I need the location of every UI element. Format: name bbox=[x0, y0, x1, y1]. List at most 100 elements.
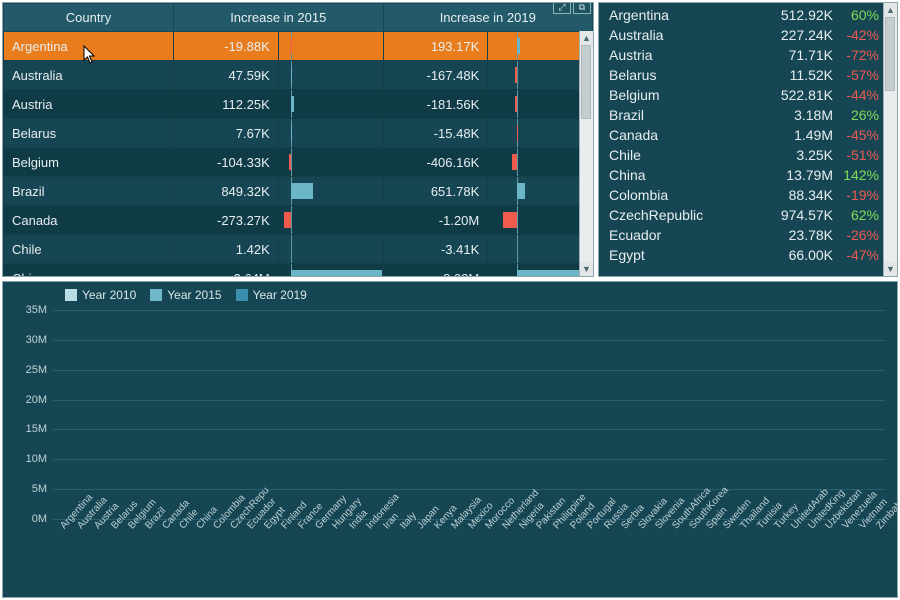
list-item-name: Austria bbox=[609, 47, 761, 63]
list-item-value: 974.57K bbox=[761, 207, 833, 223]
table-row[interactable]: Brazil849.32K651.78K bbox=[4, 177, 593, 206]
list-item-value: 13.79M bbox=[761, 167, 833, 183]
list-item-pct: 26% bbox=[833, 107, 879, 123]
list-item[interactable]: Egypt66.00K-47%↓ bbox=[609, 245, 893, 265]
list-item-name: Colombia bbox=[609, 187, 761, 203]
list-item[interactable]: Belgium522.81K-44%↓ bbox=[609, 85, 893, 105]
list-item-pct: -47% bbox=[833, 247, 879, 263]
list-item-pct: -19% bbox=[833, 187, 879, 203]
expand-icon[interactable]: ⤢ bbox=[553, 2, 571, 14]
list-item[interactable]: Belarus11.52K-57%↓ bbox=[609, 65, 893, 85]
list-item-name: Chile bbox=[609, 147, 761, 163]
scroll-down-icon[interactable]: ▼ bbox=[884, 262, 897, 276]
table-row[interactable]: Belgium-104.33K-406.16K bbox=[4, 148, 593, 177]
scrollbar-thumb[interactable] bbox=[885, 17, 895, 91]
table-header[interactable]: Increase in 2015 bbox=[174, 4, 384, 32]
chart-y-tick-label: 30M bbox=[26, 334, 53, 346]
chart-gridline bbox=[53, 310, 885, 311]
table-panel: ⤢ ⧉ CountryIncrease in 2015Increase in 2… bbox=[2, 2, 594, 277]
chart-gridline bbox=[53, 459, 885, 460]
legend-swatch bbox=[65, 289, 77, 301]
list-item-value: 522.81K bbox=[761, 87, 833, 103]
scroll-down-icon[interactable]: ▼ bbox=[580, 262, 593, 276]
table-row[interactable]: Australia47.59K-167.48K bbox=[4, 61, 593, 90]
table-row[interactable]: Canada-273.27K-1.20M bbox=[4, 206, 593, 235]
legend-label: Year 2010 bbox=[82, 288, 136, 302]
list-item-name: Belgium bbox=[609, 87, 761, 103]
legend-label: Year 2019 bbox=[253, 288, 307, 302]
table-row[interactable]: Austria112.25K-181.56K bbox=[4, 90, 593, 119]
list-item-name: Belarus bbox=[609, 67, 761, 83]
list-item-name: Ecuador bbox=[609, 227, 761, 243]
list-item-name: Australia bbox=[609, 27, 761, 43]
chart-panel: Year 2010Year 2015Year 2019 0M5M10M15M20… bbox=[2, 281, 898, 598]
list-item-pct: -45% bbox=[833, 127, 879, 143]
scroll-up-icon[interactable]: ▲ bbox=[884, 3, 897, 17]
table-header-icons: ⤢ ⧉ bbox=[553, 2, 591, 14]
list-item-pct: -42% bbox=[833, 27, 879, 43]
list-item-pct: -51% bbox=[833, 147, 879, 163]
list-item[interactable]: CzechRepublic974.57K62%↑ bbox=[609, 205, 893, 225]
list-item-pct: 60% bbox=[833, 7, 879, 23]
list-scrollbar[interactable]: ▲ ▼ bbox=[883, 3, 897, 276]
list-item-name: Argentina bbox=[609, 7, 761, 23]
list-item-value: 71.71K bbox=[761, 47, 833, 63]
legend-label: Year 2015 bbox=[167, 288, 221, 302]
list-item-value: 23.78K bbox=[761, 227, 833, 243]
list-item-value: 66.00K bbox=[761, 247, 833, 263]
list-item[interactable]: Ecuador23.78K-26%↓ bbox=[609, 225, 893, 245]
chart-plot-area: 0M5M10M15M20M25M30M35M bbox=[53, 310, 885, 519]
list-item-name: Egypt bbox=[609, 247, 761, 263]
list-item-value: 3.18M bbox=[761, 107, 833, 123]
chart-y-tick-label: 20M bbox=[26, 394, 53, 406]
list-item-pct: -72% bbox=[833, 47, 879, 63]
table-row[interactable]: Belarus7.67K-15.48K bbox=[4, 119, 593, 148]
legend-item[interactable]: Year 2015 bbox=[150, 288, 221, 302]
table-row[interactable]: Chile1.42K-3.41K bbox=[4, 235, 593, 264]
chart-y-tick-label: 15M bbox=[26, 423, 53, 435]
chart-y-tick-label: 5M bbox=[32, 483, 53, 495]
list-item-name: China bbox=[609, 167, 761, 183]
summary-list-panel: Argentina512.92K60%↑Australia227.24K-42%… bbox=[598, 2, 898, 277]
list-item-value: 88.34K bbox=[761, 187, 833, 203]
list-item-value: 3.25K bbox=[761, 147, 833, 163]
popout-icon[interactable]: ⧉ bbox=[573, 2, 591, 14]
chart-gridline bbox=[53, 370, 885, 371]
list-item[interactable]: Australia227.24K-42%↓ bbox=[609, 25, 893, 45]
list-item-name: Brazil bbox=[609, 107, 761, 123]
scrollbar-thumb[interactable] bbox=[581, 45, 591, 119]
list-item[interactable]: Colombia88.34K-19%↓ bbox=[609, 185, 893, 205]
chart-y-tick-label: 10M bbox=[26, 453, 53, 465]
legend-item[interactable]: Year 2010 bbox=[65, 288, 136, 302]
list-item[interactable]: China13.79M142%↑ bbox=[609, 165, 893, 185]
chart-x-labels: ArgentinaAustraliaAustriaBelarusBelgiumB… bbox=[53, 521, 885, 593]
chart-gridline bbox=[53, 400, 885, 401]
table-header[interactable]: Country bbox=[4, 4, 174, 32]
legend-swatch bbox=[236, 289, 248, 301]
list-item[interactable]: Brazil3.18M26%↑ bbox=[609, 105, 893, 125]
legend-swatch bbox=[150, 289, 162, 301]
list-item-name: CzechRepublic bbox=[609, 207, 761, 223]
list-item-name: Canada bbox=[609, 127, 761, 143]
chart-y-tick-label: 25M bbox=[26, 364, 53, 376]
list-item-pct: 142% bbox=[833, 167, 879, 183]
table-row[interactable]: Argentina-19.88K193.17K bbox=[4, 32, 593, 61]
list-item-pct: -26% bbox=[833, 227, 879, 243]
chart-y-tick-label: 0M bbox=[32, 513, 53, 525]
list-item-pct: -44% bbox=[833, 87, 879, 103]
list-item-value: 512.92K bbox=[761, 7, 833, 23]
scroll-up-icon[interactable]: ▲ bbox=[580, 31, 593, 45]
table-scrollbar[interactable]: ▲ ▼ bbox=[579, 31, 593, 276]
table-row[interactable]: China3.64M8.08M bbox=[4, 264, 593, 277]
list-item-value: 1.49M bbox=[761, 127, 833, 143]
list-item-value: 227.24K bbox=[761, 27, 833, 43]
list-item[interactable]: Austria71.71K-72%↓ bbox=[609, 45, 893, 65]
list-item[interactable]: Chile3.25K-51%↓ bbox=[609, 145, 893, 165]
list-item[interactable]: Canada1.49M-45%↓ bbox=[609, 125, 893, 145]
legend-item[interactable]: Year 2019 bbox=[236, 288, 307, 302]
increase-table: CountryIncrease in 2015Increase in 2019 … bbox=[3, 3, 593, 276]
list-item[interactable]: Argentina512.92K60%↑ bbox=[609, 5, 893, 25]
list-item-pct: 62% bbox=[833, 207, 879, 223]
dashboard-root: ⤢ ⧉ CountryIncrease in 2015Increase in 2… bbox=[0, 0, 900, 600]
chart-gridline bbox=[53, 489, 885, 490]
